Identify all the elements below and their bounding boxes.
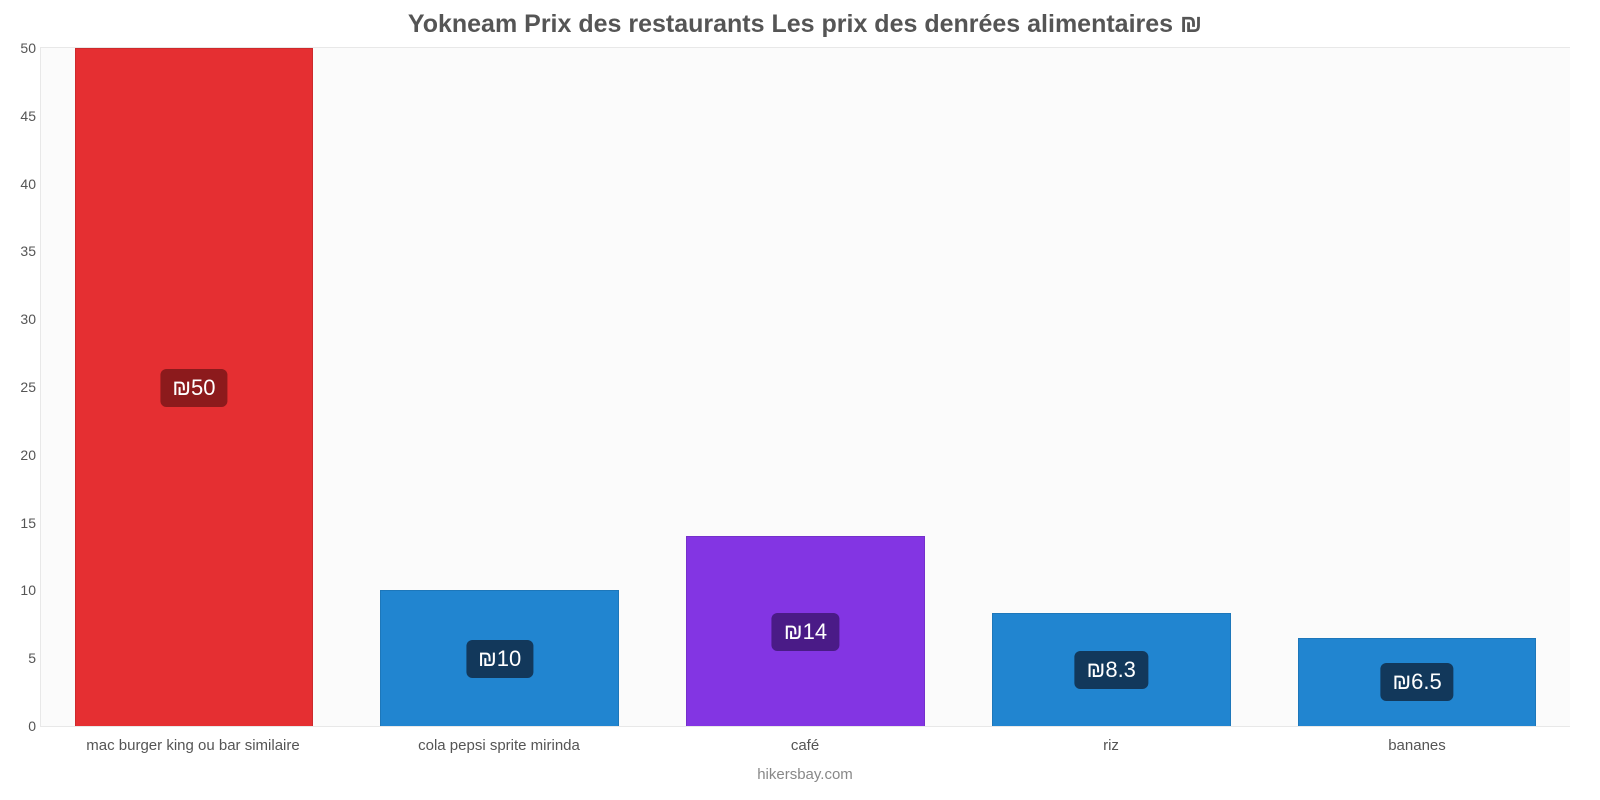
value-badge: ₪14 [772,613,839,651]
y-tick-label: 20 [20,447,36,463]
bar-slot: ₪10 [347,48,653,726]
y-tick-label: 40 [20,176,36,192]
chart-title: Yokneam Prix des restaurants Les prix de… [40,10,1570,39]
y-tick-label: 0 [28,718,36,734]
bar: ₪6.5 [1298,638,1537,726]
x-category-label: mac burger king ou bar similaire [40,737,346,754]
bar-slot: ₪8.3 [958,48,1264,726]
y-tick-label: 10 [20,582,36,598]
bar: ₪8.3 [992,613,1231,726]
y-tick-label: 30 [20,311,36,327]
y-axis: 05101520253035404550 [6,48,41,726]
bar-slot: ₪6.5 [1264,48,1570,726]
value-badge: ₪50 [160,369,227,407]
source-text: hikersbay.com [40,766,1570,783]
y-tick-label: 50 [20,40,36,56]
value-badge: ₪6.5 [1380,663,1453,701]
bar-slot: ₪50 [41,48,347,726]
y-tick-label: 5 [28,650,36,666]
x-category-label: café [652,737,958,754]
x-axis-labels: mac burger king ou bar similairecola pep… [40,737,1570,754]
bar: ₪50 [75,48,314,726]
value-badge: ₪10 [466,640,533,678]
x-category-label: bananes [1264,737,1570,754]
bar-slot: ₪14 [653,48,959,726]
x-category-label: riz [958,737,1264,754]
y-tick-label: 35 [20,243,36,259]
bar: ₪10 [380,590,619,726]
bar: ₪14 [686,536,925,726]
y-tick-label: 15 [20,515,36,531]
plot-area: 05101520253035404550 ₪50₪10₪14₪8.3₪6.5 [40,47,1570,727]
chart-container: Yokneam Prix des restaurants Les prix de… [0,0,1600,800]
value-badge: ₪8.3 [1075,651,1148,689]
y-tick-label: 25 [20,379,36,395]
bars-region: ₪50 ₪10 ₪14 ₪8.3 ₪6.5 [41,48,1570,726]
y-tick-label: 45 [20,108,36,124]
x-category-label: cola pepsi sprite mirinda [346,737,652,754]
